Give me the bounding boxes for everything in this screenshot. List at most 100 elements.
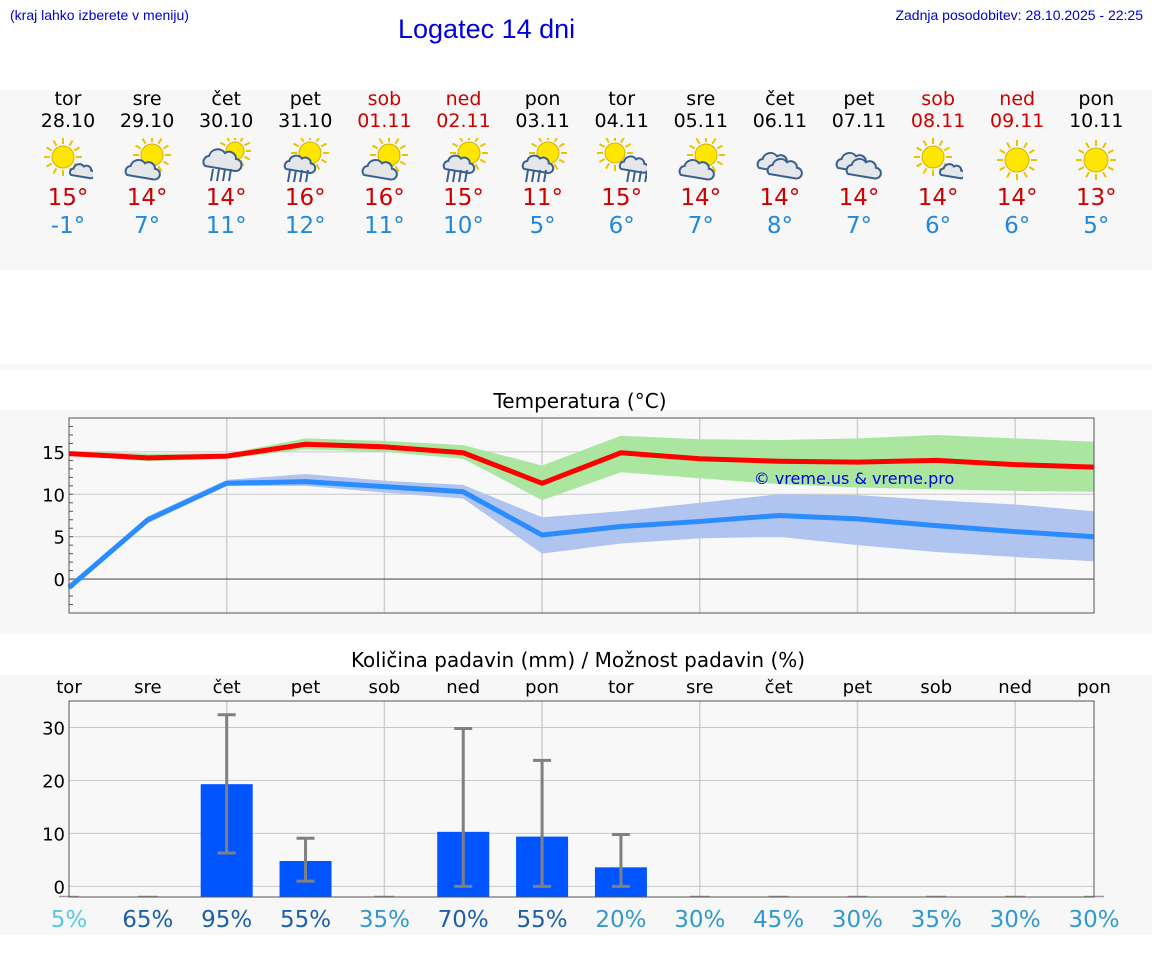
sun-rain-icon	[521, 138, 567, 182]
cloudy-icon	[835, 151, 882, 180]
cloudy-icon	[756, 151, 803, 180]
day-date: 09.11	[989, 110, 1045, 132]
day-forecast: čet 06.11 14° 8°	[740, 88, 820, 240]
precip-probability: 30%	[990, 907, 1041, 933]
temp-max: 14°	[680, 185, 722, 211]
day-name: sob	[367, 88, 402, 110]
temp-min: 11°	[364, 213, 405, 239]
day-name: ned	[445, 88, 482, 110]
day-name: pon	[524, 88, 561, 110]
day-date: 02.11	[436, 110, 491, 132]
precip-error-bar	[533, 758, 552, 888]
temp-min: 12°	[284, 213, 326, 239]
precip-probability: 35%	[911, 907, 962, 933]
y-tick-label: 30	[42, 718, 65, 739]
x-tick-label: pon	[1077, 677, 1111, 698]
sun-rain-icon	[442, 138, 488, 182]
day-date: 07.11	[831, 110, 887, 132]
x-tick-label: ned	[998, 677, 1032, 698]
sun-rain-icon	[284, 138, 330, 182]
day-forecast: sre 29.10 14° 7°	[107, 88, 187, 240]
min-temp-line	[67, 479, 1095, 590]
day-date: 01.11	[357, 110, 412, 132]
day-forecast: pon 10.11 13° 5°	[1056, 88, 1136, 240]
sun-icon	[1076, 140, 1117, 180]
x-tick-label: sob	[920, 677, 952, 698]
cloud-sun-icon	[124, 138, 172, 181]
y-tick-label: 10	[42, 485, 65, 506]
cloudy-icon	[756, 151, 803, 180]
day-name: pet	[289, 88, 321, 110]
cloud-sun-icon	[678, 138, 725, 181]
temp-max: 11°	[522, 185, 563, 211]
precip-probability: 55%	[517, 907, 568, 933]
day-date: 31.10	[278, 110, 333, 132]
day-date: 04.11	[594, 110, 649, 132]
temp-max: 16°	[364, 185, 405, 211]
precip-error-bar	[611, 832, 630, 888]
precip-probability: 45%	[753, 907, 804, 933]
day-forecast: pet 31.10 16° 12°	[265, 88, 345, 240]
temp-min: 7°	[687, 213, 714, 239]
precip-probability: 30%	[674, 907, 725, 933]
x-tick-label: ned	[446, 677, 480, 698]
day-forecast: sob 08.11 14° 6°	[898, 88, 978, 240]
x-tick-label: pet	[291, 677, 321, 698]
precip-probability: 30%	[832, 907, 883, 933]
day-name: ned	[999, 88, 1036, 110]
x-tick-label: sre	[134, 677, 161, 698]
temp-max: 14°	[838, 185, 880, 211]
temperature-chart: Temperatura (°C) 0 5 10 15 © vreme.us & vreme…	[42, 389, 1095, 614]
cloud-sun-icon	[678, 138, 725, 181]
day-name: pet	[843, 88, 875, 110]
plot-frame	[68, 417, 1095, 614]
cloudy-icon	[835, 151, 882, 180]
temp-min: 7°	[845, 213, 873, 239]
y-tick-label: 5	[54, 528, 65, 549]
day-forecast: pon 03.11 11° 5°	[503, 88, 583, 240]
y-tick-label: 0	[54, 877, 65, 898]
divider	[0, 364, 1152, 370]
precip-error-bar	[296, 836, 315, 883]
temp-max: 14°	[126, 185, 168, 211]
day-date: 08.11	[910, 110, 966, 132]
day-forecast: čet 30.10 14° 11°	[186, 88, 266, 240]
temp-max: 14°	[759, 185, 801, 211]
cloud-sun-icon	[362, 138, 409, 181]
day-name: tor	[54, 88, 82, 110]
day-date: 30.10	[198, 110, 254, 132]
temp-max: 16°	[284, 185, 326, 211]
cloud-sun-rain-icon	[202, 138, 252, 182]
y-tick-label: 20	[42, 771, 65, 792]
sun-cloud-rain-icon	[596, 138, 647, 182]
temperature-chart-title: Temperatura (°C)	[492, 389, 666, 413]
temp-min: 11°	[205, 213, 247, 239]
sun-icon	[1076, 140, 1117, 180]
day-name: sob	[921, 88, 955, 110]
forecast-strip	[0, 90, 1152, 270]
day-forecast: sob 01.11 16° 11°	[344, 88, 424, 240]
temp-max: 15°	[47, 185, 89, 211]
plot-frame	[68, 700, 1095, 898]
temp-min: 8°	[766, 213, 793, 239]
cloud-sun-icon	[362, 138, 409, 181]
precip-probability: 35%	[359, 907, 410, 933]
x-tick-label: sre	[686, 677, 713, 698]
sun-rain-icon	[521, 138, 567, 182]
x-tick-label: čet	[213, 677, 241, 698]
y-tick-label: 10	[42, 824, 65, 845]
day-forecast: sre 05.11 14° 7°	[661, 88, 741, 240]
day-name: pon	[1078, 88, 1115, 110]
precipitation-chart: Količina padavin (mm) / Možnost padavin …	[42, 648, 1119, 933]
temp-max: 13°	[1075, 185, 1117, 211]
last-updated: Zadnja posodobitev: 28.10.2025 - 22:25	[895, 7, 1143, 23]
day-name: čet	[211, 88, 241, 110]
temp-max: 15°	[601, 185, 643, 211]
sun-cloud-icon	[914, 138, 964, 180]
day-forecast: pet 07.11 14° 7°	[819, 88, 899, 240]
x-tick-label: tor	[608, 677, 634, 698]
precipitation-chart-title: Količina padavin (mm) / Možnost padavin …	[351, 648, 805, 672]
location-menu-hint: (kraj lahko izberete v meniju)	[10, 7, 189, 23]
sun-cloud-icon	[44, 138, 93, 180]
temp-max: 14°	[996, 185, 1038, 211]
